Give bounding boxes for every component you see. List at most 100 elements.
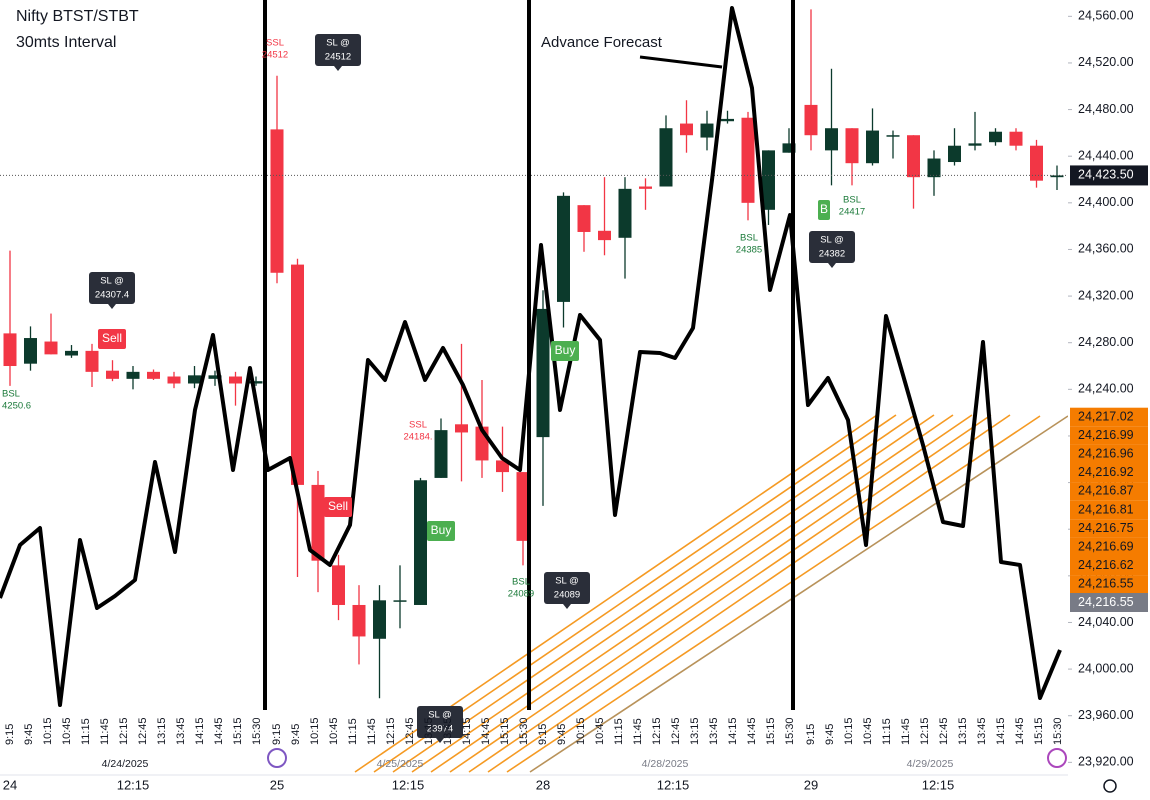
- annotation-price: 24184.: [403, 432, 432, 443]
- x-tick-label: 13:15: [957, 717, 969, 745]
- x-tick-label: 9:45: [290, 724, 302, 745]
- x-tick-label: 10:15: [843, 717, 855, 745]
- candle-body: [373, 600, 386, 639]
- candle-body: [907, 135, 920, 178]
- day-label: 29: [804, 777, 818, 792]
- annotation-price: 24512: [262, 50, 288, 61]
- x-tick-label: 11:15: [347, 718, 359, 745]
- x-tick-label: 9:15: [4, 724, 16, 745]
- x-tick-label: 14:45: [213, 717, 225, 745]
- tooltip-price: 23974: [427, 724, 453, 735]
- tooltip-box: [544, 572, 590, 604]
- tooltip-price: 24512: [325, 52, 351, 63]
- y-tick-label: 24,560.00: [1078, 9, 1134, 23]
- x-tick-label: 10:15: [309, 717, 321, 745]
- tooltip-label: SL @: [820, 235, 844, 246]
- candle-body: [927, 158, 941, 178]
- annotation-price: 24385: [736, 245, 762, 256]
- forecast-note: Advance Forecast: [541, 34, 663, 51]
- annotation-price: 24417: [839, 207, 865, 218]
- tooltip-pointer: [108, 304, 116, 309]
- x-tick-label: 9:15: [805, 724, 817, 745]
- day-label: 28: [536, 777, 550, 792]
- y-tick-label: 23,920.00: [1078, 755, 1134, 769]
- drawing-label-box: [1070, 426, 1148, 445]
- drawing-label: 24,216.69: [1078, 539, 1134, 553]
- x-tick-label: 12:45: [404, 717, 416, 745]
- fan-line: [506, 415, 1041, 773]
- annotation-label: BSL: [2, 389, 20, 400]
- x-tick-label: 10:15: [575, 717, 587, 745]
- candle-body: [147, 371, 160, 379]
- candle-body: [577, 205, 591, 232]
- drawing-label: 24,216.55: [1078, 577, 1134, 591]
- candle-body: [126, 371, 140, 379]
- buy-label: Buy: [431, 523, 452, 537]
- x-tick-label: 11:45: [99, 718, 111, 745]
- drawing-label: 24,216.96: [1078, 446, 1134, 460]
- candle-body: [948, 145, 961, 163]
- x-tick-label: 13:45: [175, 717, 187, 745]
- fan-line: [487, 414, 1011, 773]
- buy-box: [818, 200, 830, 220]
- candle-body: [618, 188, 632, 238]
- x-tick-label: 12:15: [118, 717, 130, 745]
- x-tick-label: 12:45: [938, 717, 950, 745]
- sell-label: Sell: [102, 331, 122, 345]
- x-tick-label: 11:45: [366, 718, 378, 745]
- tooltip-pointer: [828, 263, 836, 268]
- fan-line: [411, 414, 935, 773]
- candle-body: [65, 350, 78, 356]
- date-label: 4/25/2025: [377, 758, 424, 770]
- candle-body: [536, 308, 550, 438]
- fan-line: [430, 414, 954, 773]
- candle-body: [24, 338, 37, 364]
- buy-label: B: [820, 202, 828, 216]
- candle-body: [352, 604, 366, 637]
- chart-title: Nifty BTST/STBT: [16, 8, 139, 25]
- forecast-pointer: [639, 55, 723, 69]
- drawing-label: 24,216.81: [1078, 502, 1134, 516]
- candle-body: [557, 195, 570, 302]
- session-separators: [263, 0, 795, 710]
- candle-body: [291, 264, 304, 485]
- x-tick-label: 13:15: [156, 717, 168, 745]
- candle-body: [455, 424, 468, 433]
- tooltip-price: 24307.4: [95, 290, 129, 301]
- candle-body: [968, 143, 982, 146]
- drawing-label-box: [1070, 444, 1148, 464]
- candle-body: [516, 472, 530, 541]
- candle-body: [989, 131, 1002, 143]
- x-tick-label: 14:45: [1014, 717, 1026, 745]
- candle-body: [85, 350, 99, 372]
- tooltip-pointer: [436, 738, 444, 743]
- price-axis-bg: [1068, 0, 1150, 800]
- x-tick-label: 15:15: [765, 717, 777, 745]
- y-tick-label: 24,400.00: [1078, 195, 1134, 209]
- sell-box: [324, 497, 352, 517]
- candle-body: [44, 341, 58, 355]
- x-tick-label: 10:15: [42, 717, 54, 745]
- candle-body: [393, 600, 407, 602]
- settings-icon[interactable]: [1103, 779, 1117, 793]
- drawing-label: 24,216.99: [1078, 428, 1134, 442]
- x-tick-label: 10:45: [862, 717, 874, 745]
- candle-body: [434, 430, 448, 478]
- session-icon[interactable]: [267, 748, 287, 768]
- replay-icon[interactable]: [1047, 748, 1067, 768]
- y-tick-label: 24,360.00: [1078, 242, 1134, 256]
- x-tick-label: 14:45: [480, 717, 492, 745]
- candle-body: [639, 186, 652, 189]
- candle-body: [1050, 175, 1064, 178]
- tooltip-pointer: [334, 66, 342, 71]
- buy-box: [427, 521, 455, 541]
- tooltip-label: SL @: [100, 276, 124, 287]
- x-tick-label: 13:45: [442, 717, 454, 745]
- drawing-base-label: 24,216.55: [1078, 595, 1134, 609]
- last-price-label: 24,423.50: [1078, 168, 1134, 182]
- x-tick-label: 9:15: [271, 724, 283, 745]
- chart-subtitle: 30mts Interval: [16, 34, 116, 51]
